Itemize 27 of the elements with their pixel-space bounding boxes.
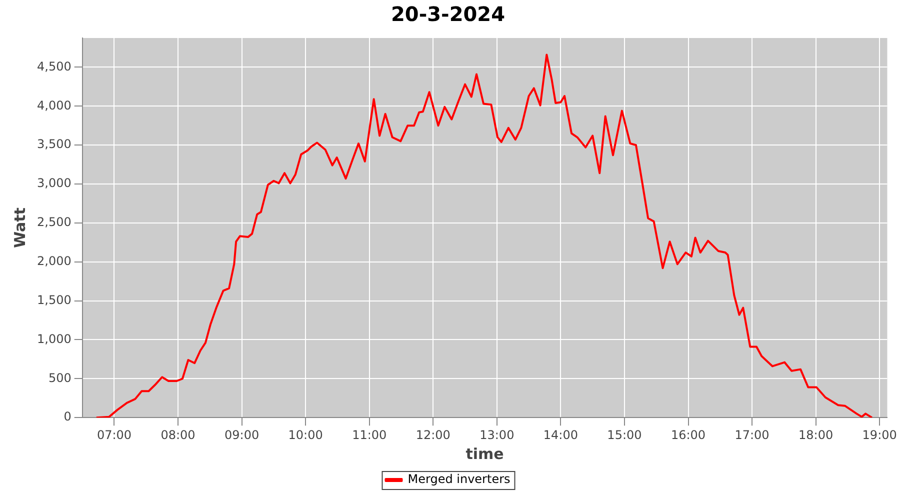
x-tick-label: 07:00 [96,428,132,442]
x-tick-label: 10:00 [288,428,323,442]
y-tick-label: 500 [48,370,72,385]
x-tick-label: 14:00 [543,428,578,442]
y-tick-label: 2,000 [36,254,72,268]
y-tick-label: 1,000 [36,332,72,346]
x-tick-label: 12:00 [416,428,450,442]
x-tick-label: 17:00 [734,428,770,442]
y-tick-label: 4,000 [36,98,72,112]
x-tick-label: 15:00 [607,428,642,442]
y-tick-label: 0 [64,410,72,424]
x-tick-label: 09:00 [224,428,260,442]
legend-label: Merged inverters [408,472,510,486]
y-axis-title: Watt [10,208,29,248]
x-tick-label: 13:00 [480,428,514,442]
y-tick-label: 1,500 [36,292,72,307]
y-tick-label: 2,500 [36,215,72,230]
y-tick-label: 3,500 [36,137,72,152]
y-tick-label: 4,500 [36,59,72,74]
x-tick-label: 19:00 [862,428,897,442]
x-tick-label: 16:00 [670,428,706,442]
x-tick-label: 08:00 [160,428,196,442]
x-axis-title: time [466,444,504,463]
x-tick-label: 18:00 [798,428,834,442]
y-tick-label: 3,000 [36,176,72,190]
chart-title: 20-3-2024 [390,2,506,26]
x-tick-label: 11:00 [352,428,387,442]
